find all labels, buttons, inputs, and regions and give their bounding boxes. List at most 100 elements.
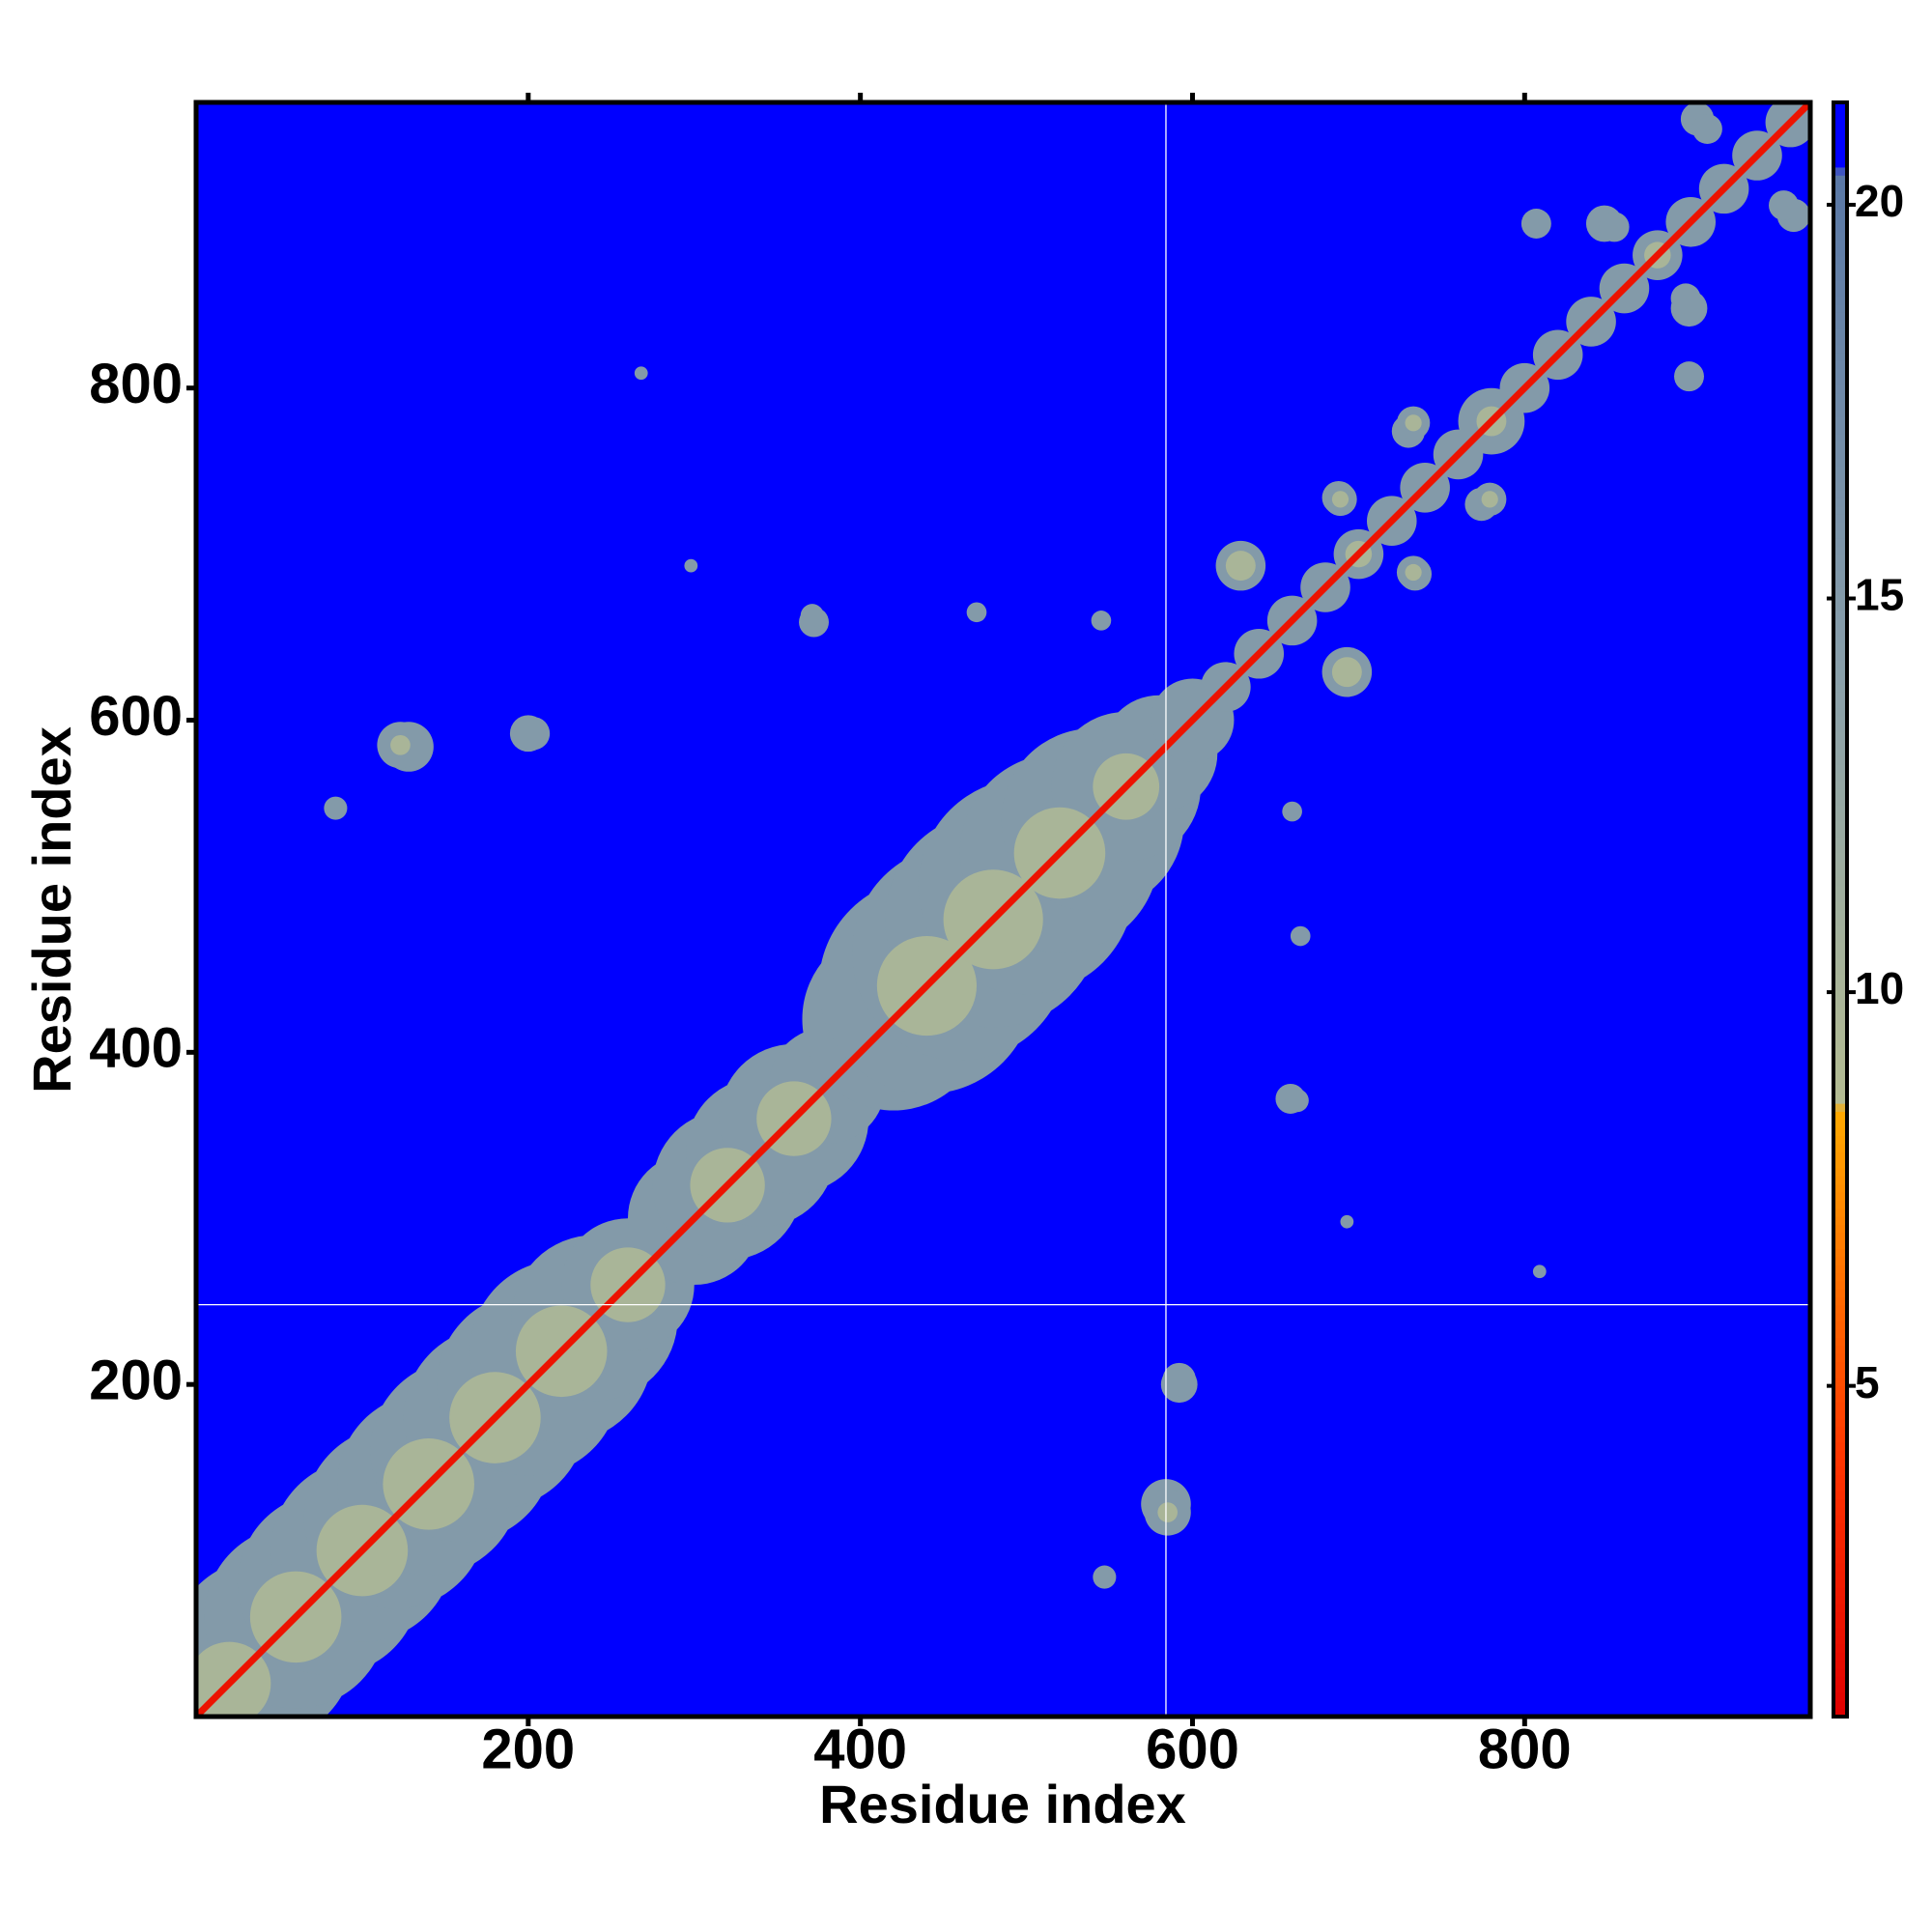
colorbar-cell [1833,1248,1847,1258]
colorbar-cell [1833,1458,1847,1467]
colorbar-cell [1833,522,1847,531]
colorbar-cell [1833,715,1847,724]
colorbar-cell [1833,247,1847,257]
colorbar-cell [1833,433,1847,442]
colorbar-cell [1833,1652,1847,1662]
y-tick-label: 600 [89,685,183,748]
colorbar-cell [1833,151,1847,160]
colorbar-cell [1833,1038,1847,1048]
contact-patch-mirror [1340,1214,1354,1229]
colorbar-cell [1833,1135,1847,1145]
contact-patch [1157,1502,1179,1522]
colorbar-cell [1833,327,1847,337]
colorbar-cell [1833,1676,1847,1686]
colorbar-cell [1833,611,1847,620]
colorbar-cell [1833,1143,1847,1152]
colorbar-cell [1833,796,1847,806]
colorbar-cell [1833,554,1847,563]
colorbar-cell [1833,1563,1847,1573]
colorbar-cell [1833,642,1847,652]
colorbar-cell [1833,1708,1847,1718]
colorbar-cell [1833,384,1847,394]
colorbar-cell [1833,1474,1847,1484]
x-tick-label: 200 [481,1718,575,1780]
colorbar-cell [1833,1628,1847,1637]
colorbar-cell [1833,780,1847,789]
x-axis-title: Residue index [819,1774,1186,1834]
colorbar-cell [1833,707,1847,717]
colorbar-cell [1833,1417,1847,1427]
colorbar-cell [1833,1191,1847,1201]
colorbar-cell [1833,998,1847,1008]
contact-patch [1481,491,1498,508]
colorbar-cell [1833,1482,1847,1492]
x-tick-label: 800 [1478,1718,1572,1780]
colorbar-cell [1833,1240,1847,1250]
colorbar-cell [1833,933,1847,943]
plot-area [196,102,1810,1717]
contact-patch-mirror [516,717,551,751]
colorbar-cell [1833,1063,1847,1072]
colorbar-cell [1833,917,1847,926]
colorbar-cell [1833,1328,1847,1338]
y-tick-label: 400 [89,1017,183,1080]
colorbar-cell [1833,562,1847,572]
contact-patch [1599,212,1630,242]
colorbar-cell [1833,214,1847,224]
colorbar-cell [1833,481,1847,491]
colorbar-cell [1833,627,1847,637]
colorbar-cell [1833,1046,1847,1056]
colorbar-cell [1833,199,1847,209]
colorbar-cell [1833,1224,1847,1234]
colorbar-cell [1833,909,1847,919]
colorbar-cell [1833,965,1847,975]
contact-patch [1282,801,1302,822]
colorbar-cell [1833,1434,1847,1443]
colorbar-cell [1833,490,1847,498]
contact-patch [1331,491,1350,508]
colorbar-cell [1833,255,1847,265]
colorbar-cell [1833,1530,1847,1540]
contact-patch [1285,1089,1309,1113]
colorbar-cell [1833,828,1847,838]
colorbar-cell [1833,1441,1847,1451]
colorbar-cell [1833,1498,1847,1508]
colorbar-cell [1833,1522,1847,1532]
colorbar-cell [1833,440,1847,450]
colorbar-cell [1833,1119,1847,1128]
colorbar-cell [1833,812,1847,822]
colorbar-cell [1833,901,1847,911]
colorbar-cell [1833,1595,1847,1605]
colorbar-cell [1833,320,1847,329]
colorbar-cell [1833,1691,1847,1701]
colorbar-cell [1833,134,1847,144]
colorbar-cell [1833,190,1847,200]
contact-patch-mirror [1769,190,1799,221]
colorbar-cell [1833,1127,1847,1137]
colorbar-cell [1833,594,1847,604]
colorbar-cell [1833,505,1847,515]
colorbar-cell [1833,223,1847,233]
colorbar-cell [1833,529,1847,539]
diagonal [196,102,1810,1717]
colorbar-cell [1833,102,1847,111]
colorbar-cell [1833,748,1847,757]
colorbar-cell [1833,974,1847,983]
contact-patch-mirror [1405,414,1422,432]
colorbar-cell [1833,1215,1847,1225]
contact-patch-mirror [1532,1264,1547,1279]
contact-patch [684,558,698,573]
colorbar-cell [1833,1571,1847,1580]
colorbar-cell [1833,142,1847,152]
colorbar-cell [1833,175,1847,185]
colorbar-cell [1833,240,1847,248]
colorbar-cell [1833,207,1847,216]
colorbar-cell [1833,231,1847,241]
colorbar-cell [1833,893,1847,902]
contact-patch-mirror [1674,361,1704,392]
colorbar-cell [1833,409,1847,418]
colorbar-cell [1833,1337,1847,1347]
colorbar-cell [1833,1167,1847,1177]
y-tick-label: 800 [89,353,183,415]
